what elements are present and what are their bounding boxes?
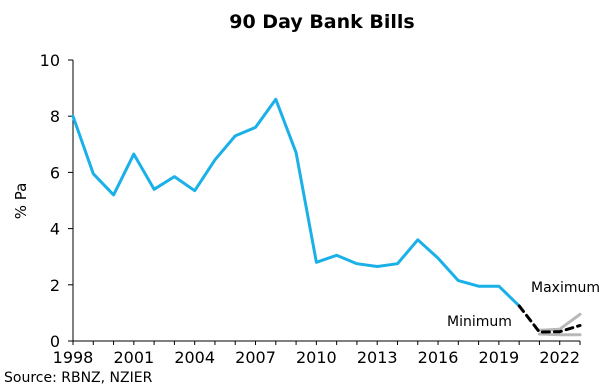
x-tick-label: 2019	[479, 348, 520, 367]
x-tick-label: 2007	[235, 348, 276, 367]
x-tick-label: 1998	[53, 348, 94, 367]
y-tick-label: 8	[50, 107, 60, 126]
axes: 0 2 4 6 8 10 1998 2001 2004 2007 2010 2013 2016 2019 2…	[40, 51, 581, 367]
x-tick-label: 2001	[113, 348, 154, 367]
annotation-minimum: Minimum	[447, 314, 512, 330]
y-tick-label: 0	[50, 332, 60, 351]
series-line-actual	[71, 97, 521, 308]
source-note: Source: RBNZ, NZIER	[4, 370, 153, 386]
x-tick-label: 2016	[418, 348, 459, 367]
series-layer	[71, 97, 582, 337]
series-line-maximum	[537, 312, 582, 332]
y-tick-label: 2	[50, 276, 60, 295]
y-tick-label: 4	[50, 220, 60, 239]
y-tick-label: 10	[40, 51, 60, 70]
series-line-forecast	[517, 304, 582, 334]
x-tick-label: 2004	[174, 348, 215, 367]
y-axis-label: % Pa	[12, 183, 30, 220]
series-line-minimum	[537, 332, 582, 337]
x-tick-label: 2013	[357, 348, 398, 367]
y-tick-label: 6	[50, 163, 60, 182]
chart-title: 90 Day Bank Bills	[229, 11, 414, 33]
x-tick-label: 2010	[296, 348, 337, 367]
x-tick-label: 2022	[539, 348, 580, 367]
annotation-layer: Maximum Minimum	[447, 280, 600, 330]
annotation-maximum: Maximum	[531, 280, 600, 296]
